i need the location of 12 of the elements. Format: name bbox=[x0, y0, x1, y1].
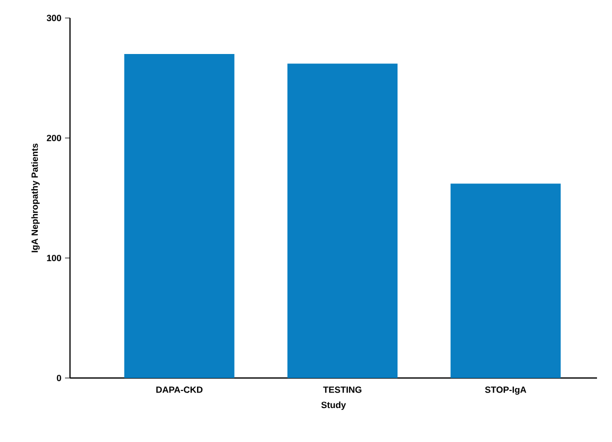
y-tick-label: 300 bbox=[46, 14, 62, 22]
y-axis-title: IgA Nephropathy Patients bbox=[31, 144, 40, 252]
bar bbox=[287, 64, 398, 378]
y-tick-label: 100 bbox=[47, 254, 62, 262]
y-tick-label: 200 bbox=[46, 134, 62, 142]
y-tick-label: 0 bbox=[56, 374, 62, 382]
x-axis-title: Study bbox=[321, 402, 346, 410]
x-tick-label: DAPA-CKD bbox=[156, 386, 203, 393]
bar bbox=[450, 184, 561, 378]
bar bbox=[124, 54, 234, 378]
x-tick-label: TESTING bbox=[323, 386, 362, 393]
x-tick-label: STOP-IgA bbox=[485, 386, 526, 395]
